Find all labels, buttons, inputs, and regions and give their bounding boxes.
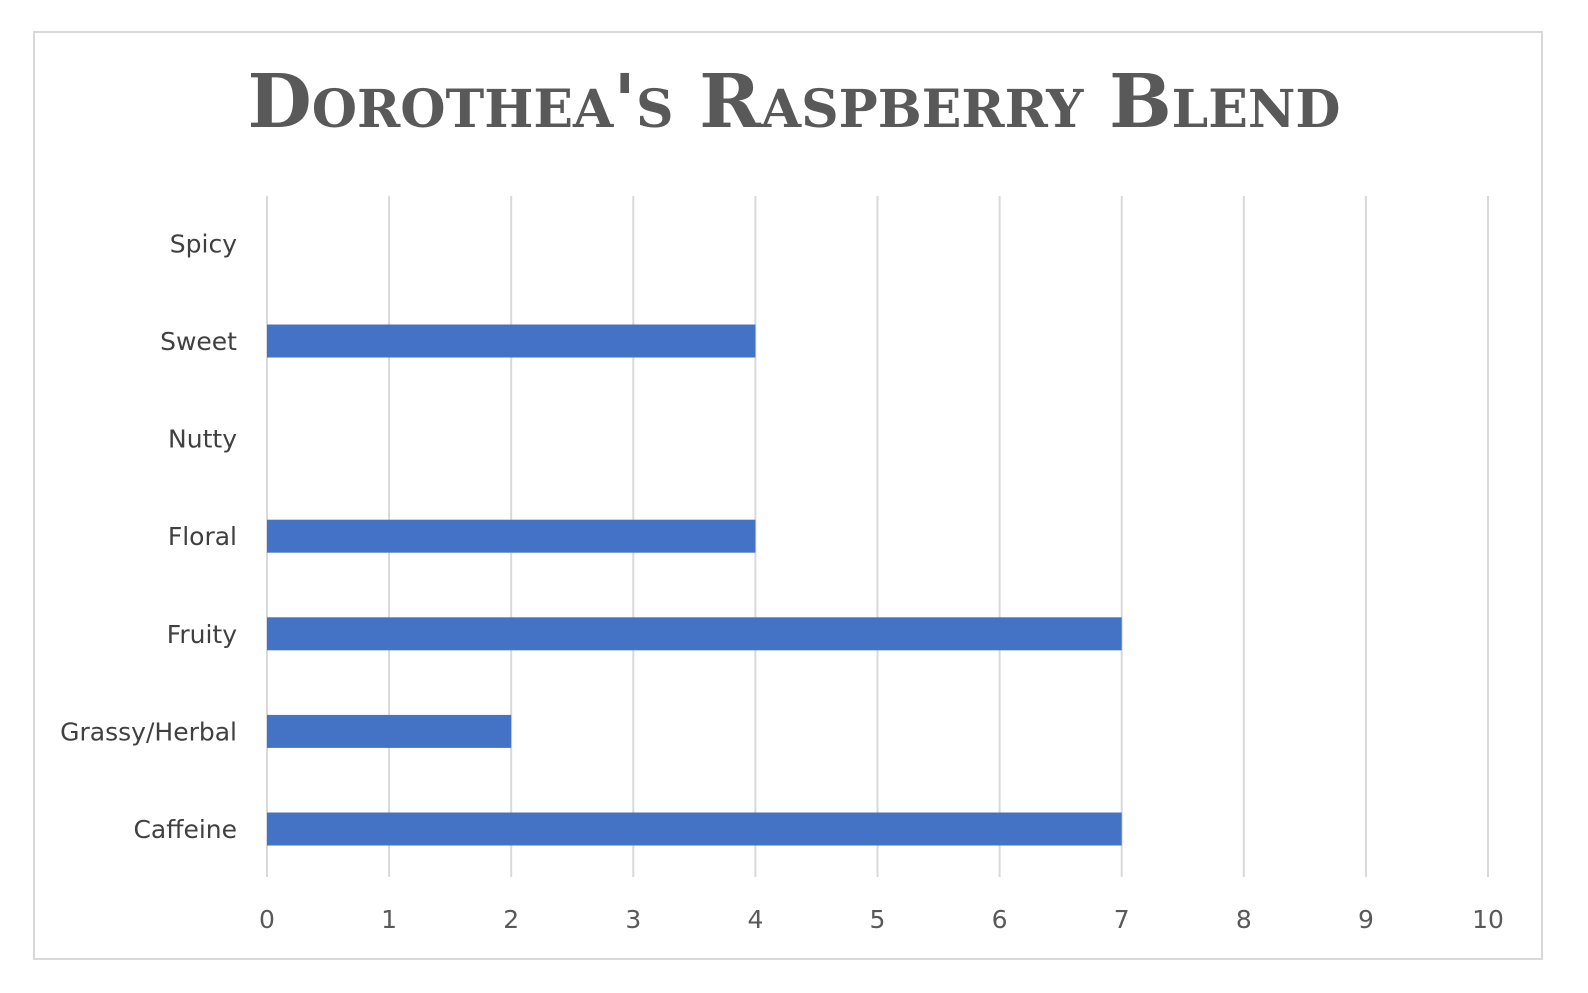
x-tick-labels: 0 1 2 3 4 5 6 7 8 9 10 (259, 905, 1504, 934)
x-tick-label: 2 (503, 905, 519, 934)
x-tick-label: 9 (1358, 905, 1374, 934)
x-tick-label: 1 (381, 905, 397, 934)
category-labels: Caffeine Grassy/Herbal Fruity Floral Nutty Sw… (60, 229, 237, 844)
category-label: Nutty (168, 425, 237, 454)
category-label: Spicy (170, 229, 237, 258)
x-tick-label: 3 (625, 905, 641, 934)
bar (267, 519, 756, 553)
category-label: Floral (168, 522, 237, 551)
bar (267, 812, 1122, 846)
x-tick-label: 5 (870, 905, 886, 934)
bars (267, 324, 1122, 846)
category-label: Grassy/Herbal (60, 717, 237, 746)
chart-title: Dorothea's Raspberry Blend (247, 59, 1341, 145)
category-label: Fruity (167, 620, 237, 649)
x-tick-label: 7 (1114, 905, 1130, 934)
x-tick-label: 8 (1236, 905, 1252, 934)
bar (267, 617, 1122, 651)
x-tick-label: 4 (747, 905, 763, 934)
category-label: Sweet (160, 327, 237, 356)
category-label: Caffeine (133, 815, 237, 844)
x-tick-label: 0 (259, 905, 275, 934)
gridlines (266, 196, 1489, 877)
x-tick-label: 10 (1472, 905, 1504, 934)
bar (267, 714, 512, 748)
chart-area (33, 31, 1543, 960)
x-tick-label: 6 (992, 905, 1008, 934)
bar (267, 324, 756, 358)
